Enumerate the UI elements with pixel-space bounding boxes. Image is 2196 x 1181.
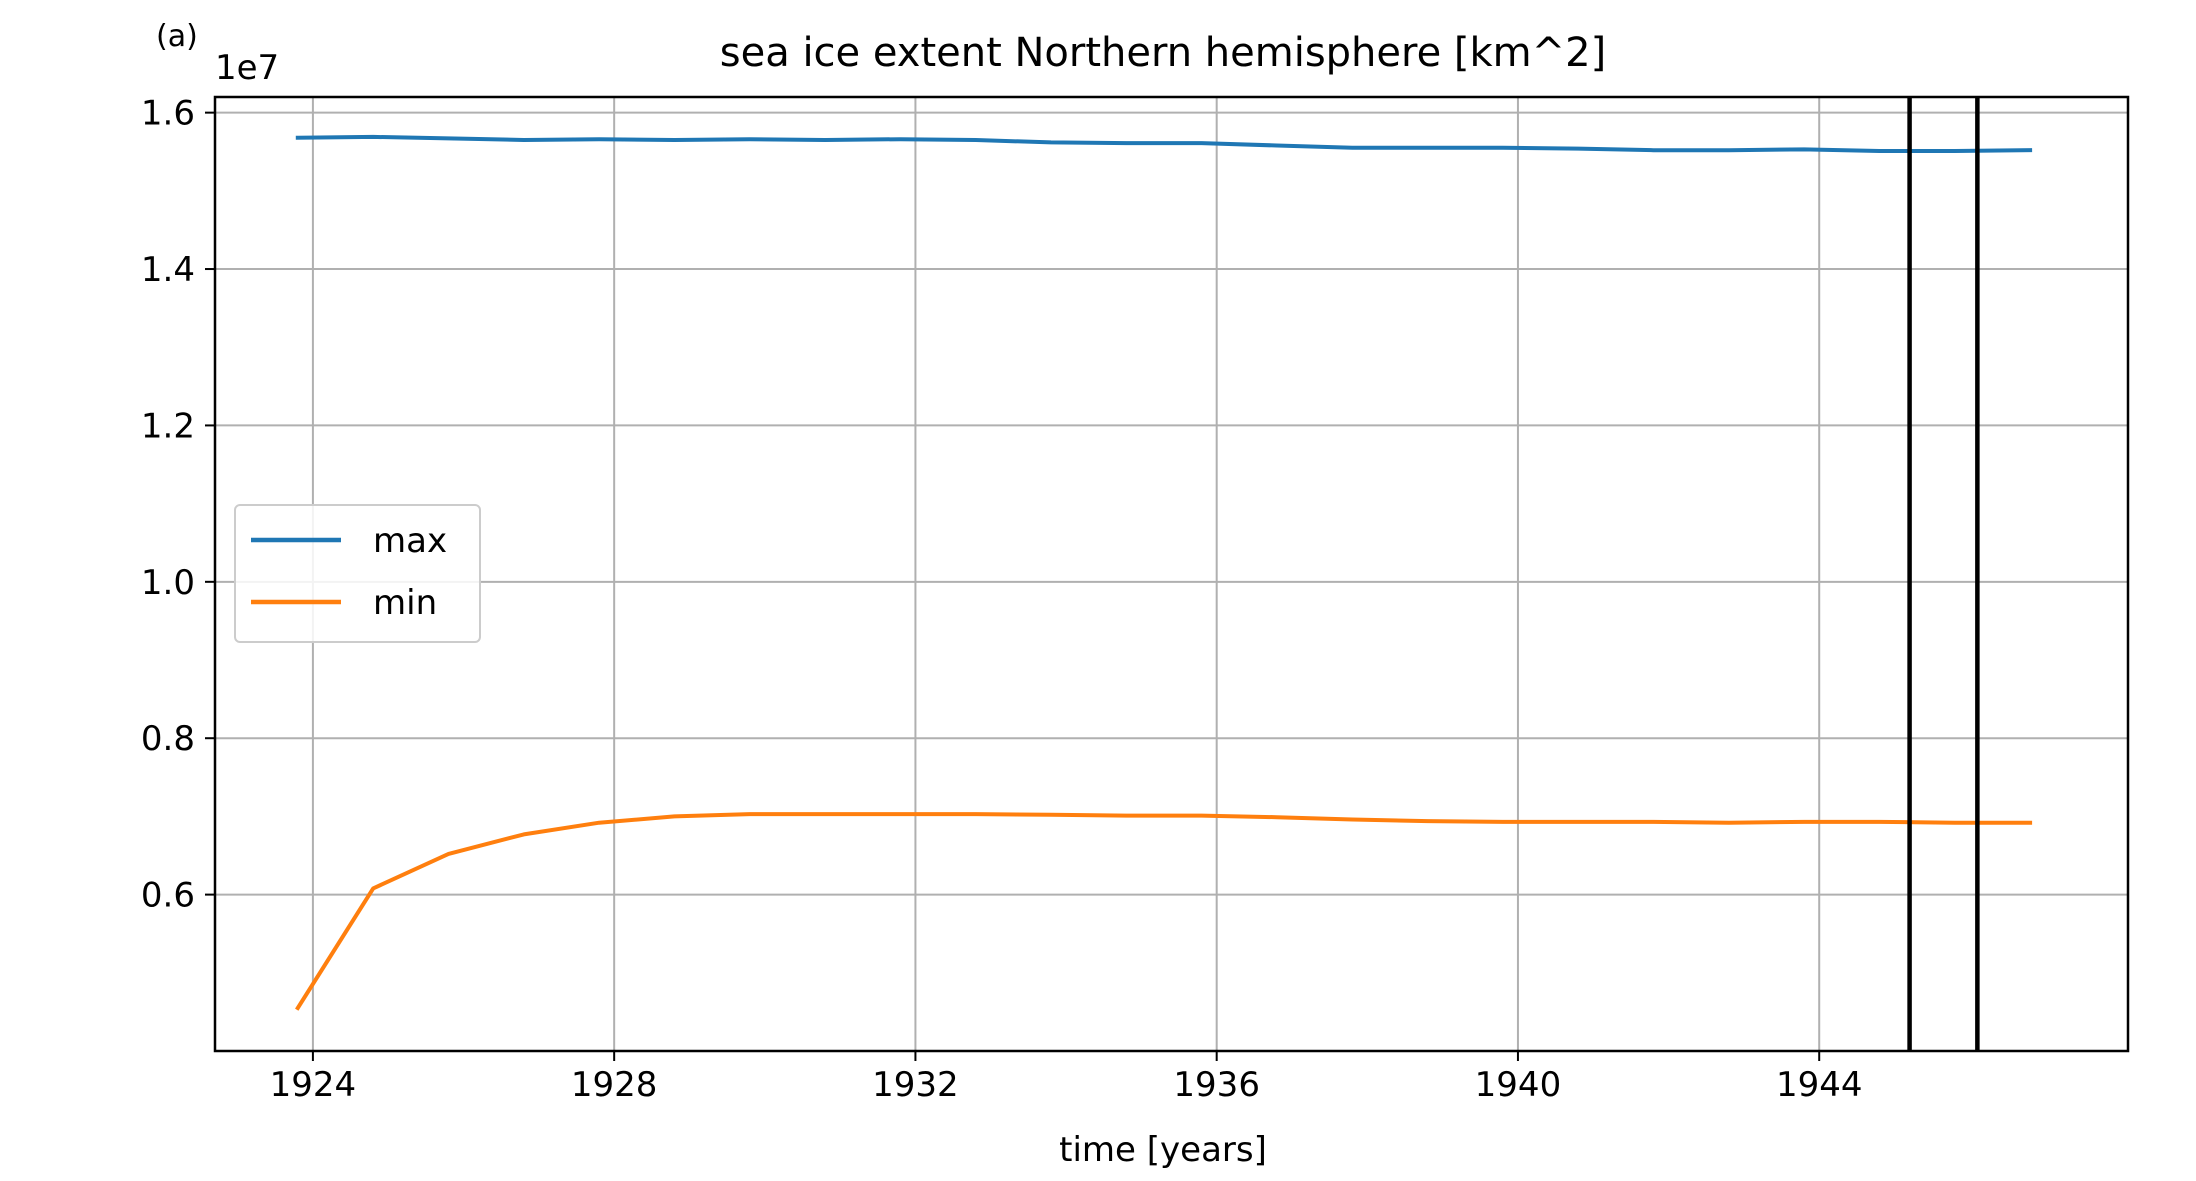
panel-label: (a) bbox=[156, 19, 198, 54]
y-offset-label: 1e7 bbox=[215, 48, 279, 88]
x-tick-label: 1924 bbox=[270, 1065, 357, 1105]
y-tick-label: 0.8 bbox=[141, 719, 195, 759]
x-tick-label: 1932 bbox=[872, 1065, 959, 1105]
series-line-max bbox=[295, 134, 2033, 153]
series-line-min bbox=[295, 812, 2033, 1011]
series-lines bbox=[295, 134, 2033, 1011]
chart-title: sea ice extent Northern hemisphere [km^2… bbox=[720, 30, 1606, 76]
y-tick-label: 1.2 bbox=[141, 406, 195, 446]
legend: max min bbox=[234, 504, 481, 643]
grid bbox=[215, 97, 2128, 1051]
x-tick-label: 1940 bbox=[1475, 1065, 1562, 1105]
y-tick-label: 1.4 bbox=[141, 250, 195, 290]
vertical-markers bbox=[1907, 97, 1980, 1051]
axis-ticks: 1924 1928 1932 1936 1940 1944 0.6 0.8 1.0 1.2 1.4 1… bbox=[141, 94, 1863, 1105]
x-tick-label: 1936 bbox=[1173, 1065, 1260, 1105]
y-tick-label: 0.6 bbox=[141, 876, 195, 916]
plot-frame bbox=[213, 95, 2130, 1053]
y-tick-label: 1.0 bbox=[141, 563, 195, 603]
x-axis-label: time [years] bbox=[1059, 1130, 1267, 1170]
y-tick-label: 1.6 bbox=[141, 94, 195, 134]
x-tick-label: 1944 bbox=[1776, 1065, 1863, 1105]
legend-label-min: min bbox=[373, 583, 437, 623]
x-tick-label: 1928 bbox=[571, 1065, 658, 1105]
legend-label-max: max bbox=[373, 521, 447, 561]
